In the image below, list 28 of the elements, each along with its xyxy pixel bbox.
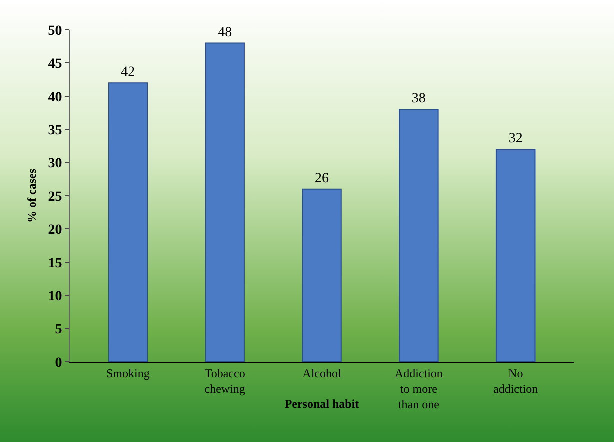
y-tick-label: 35	[48, 124, 62, 138]
y-tick-label: 25	[48, 190, 62, 205]
bar	[496, 149, 536, 362]
x-tick-label: Alcohol	[302, 366, 342, 380]
y-tick-label: 15	[48, 256, 62, 272]
bar	[205, 42, 245, 362]
data-label: 42	[121, 65, 136, 80]
y-tick-label: 10	[48, 290, 62, 304]
data-label: 26	[315, 171, 329, 186]
x-tick-label: No addiction	[494, 366, 538, 396]
bar	[302, 188, 342, 362]
x-tick-label: Tobacco chewing	[204, 366, 246, 396]
y-tick-label: 50	[48, 24, 62, 39]
x-axis-title: Personal habit	[284, 397, 360, 411]
data-label: 48	[218, 25, 232, 40]
data-label: 32	[508, 132, 523, 147]
y-tick-label: 45	[48, 57, 62, 72]
y-tick-label: 5	[55, 322, 62, 338]
y-axis-title: % of cases	[25, 168, 39, 223]
y-tick-label: 0	[55, 356, 62, 371]
data-label: 38	[412, 92, 426, 107]
x-tick-label: Smoking	[106, 366, 150, 380]
bar	[108, 82, 148, 362]
x-tick-label: Addiction to more than one	[394, 366, 443, 412]
y-tick-label: 40	[48, 90, 62, 106]
bar	[399, 109, 439, 362]
y-tick-label: 20	[48, 223, 62, 238]
y-tick-label: 30	[48, 156, 62, 172]
